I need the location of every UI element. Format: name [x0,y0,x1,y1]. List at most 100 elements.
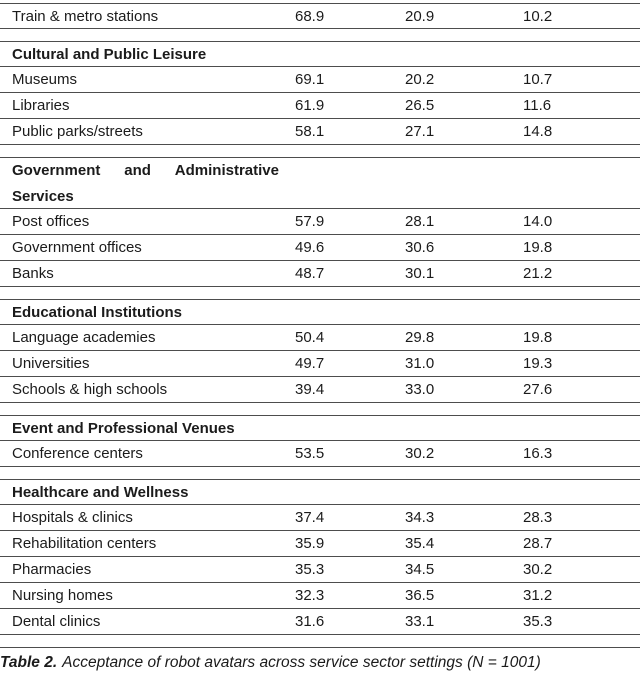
table-end-spacer [0,635,640,648]
value-cell: 14.8 [523,123,553,140]
value-cell: 49.6 [295,239,325,256]
table-row: Conference centers 53.5 30.2 16.3 [0,441,640,467]
value-cell: 30.6 [405,239,435,256]
table-row: Public parks/streets 58.1 27.1 14.8 [0,119,640,145]
row-label: Conference centers [12,445,143,462]
value-cell: 50.4 [295,329,325,346]
value-cell: 10.7 [523,71,553,88]
caption-text: Acceptance of robot avatars across servi… [62,654,541,671]
value-cell: 34.5 [405,561,435,578]
value-cell: 31.2 [523,587,553,604]
table-row: Museums 69.1 20.2 10.7 [0,67,640,93]
table-row: Schools & high schools 39.4 33.0 27.6 [0,377,640,403]
row-label: Pharmacies [12,561,92,578]
empty-cell [283,158,395,208]
value-cell: 33.1 [405,613,435,630]
header-word: and [124,162,151,179]
value-cell: 36.5 [405,587,435,604]
value-cell: 30.1 [405,265,435,282]
value-cell: 14.0 [523,213,553,230]
caption-label: Table 2. [0,654,58,671]
empty-cell [512,300,640,324]
row-spacer [0,29,640,41]
row-label: Libraries [12,97,70,114]
table-row: Pharmacies 35.3 34.5 30.2 [0,557,640,583]
header-word: Government [12,162,101,179]
row-label: Post offices [12,213,90,230]
section-header-label: Educational Institutions [12,304,183,321]
section-header-line1: Government and Administrative [12,158,279,184]
value-cell: 48.7 [295,265,325,282]
row-spacer [0,403,640,415]
value-cell: 19.8 [523,329,553,346]
empty-cell [512,416,640,440]
table-row: Government offices 49.6 30.6 19.8 [0,235,640,261]
row-label: Public parks/streets [12,123,143,140]
value-cell: 28.7 [523,535,553,552]
value-cell: 58.1 [295,123,325,140]
row-label: Universities [12,355,90,372]
section-header-row: Cultural and Public Leisure [0,41,640,67]
empty-cell [395,480,512,504]
value-cell: 20.2 [405,71,435,88]
value-cell: 34.3 [405,509,435,526]
table-row: Post offices 57.9 28.1 14.0 [0,209,640,235]
row-spacer [0,145,640,157]
empty-cell [395,300,512,324]
value-cell: 30.2 [405,445,435,462]
value-cell: 29.8 [405,329,435,346]
value-cell: 20.9 [405,8,435,25]
empty-cell [512,42,640,66]
value-cell: 35.3 [295,561,325,578]
header-word: Administrative [174,162,279,179]
value-cell: 26.5 [405,97,435,114]
row-label: Hospitals & clinics [12,509,133,526]
row-label: Nursing homes [12,587,113,604]
row-label: Banks [12,265,54,282]
value-cell: 16.3 [523,445,553,462]
row-label: Museums [12,71,78,88]
value-cell: 21.2 [523,265,553,282]
row-spacer [0,287,640,299]
value-cell: 27.1 [405,123,435,140]
row-label: Schools & high schools [12,381,168,398]
table-row: Banks 48.7 30.1 21.2 [0,261,640,287]
empty-cell [395,158,512,208]
empty-cell [283,480,395,504]
row-label: Language academies [12,329,156,346]
table-row: Dental clinics 31.6 33.1 35.3 [0,609,640,635]
value-cell: 49.7 [295,355,325,372]
value-cell: 31.0 [405,355,435,372]
row-label: Government offices [12,239,142,256]
acceptance-table: Train & metro stations 68.9 20.9 10.2 Cu… [0,3,640,673]
table-row: Train & metro stations 68.9 20.9 10.2 [0,3,640,29]
section-header-label: Cultural and Public Leisure [12,46,207,63]
value-cell: 35.9 [295,535,325,552]
value-cell: 10.2 [523,8,553,25]
value-cell: 53.5 [295,445,325,462]
value-cell: 69.1 [295,71,325,88]
row-spacer [0,467,640,479]
value-cell: 39.4 [295,381,325,398]
table-row: Nursing homes 32.3 36.5 31.2 [0,583,640,609]
table-row: Rehabilitation centers 35.9 35.4 28.7 [0,531,640,557]
section-header-row: Educational Institutions [0,299,640,325]
empty-cell [512,158,640,208]
value-cell: 35.4 [405,535,435,552]
row-label: Rehabilitation centers [12,535,157,552]
empty-cell [512,480,640,504]
empty-cell [395,416,512,440]
section-header-line2: Services [12,188,74,205]
value-cell: 28.1 [405,213,435,230]
table-row: Language academies 50.4 29.8 19.8 [0,325,640,351]
section-header-row: Government and Administrative Services [0,157,640,209]
table-row: Hospitals & clinics 37.4 34.3 28.3 [0,505,640,531]
row-label: Train & metro stations [12,8,159,25]
value-cell: 28.3 [523,509,553,526]
value-cell: 32.3 [295,587,325,604]
value-cell: 68.9 [295,8,325,25]
section-header-label: Government and Administrative Services [0,158,283,208]
value-cell: 19.3 [523,355,553,372]
section-header-label: Healthcare and Wellness [12,484,189,501]
value-cell: 35.3 [523,613,553,630]
